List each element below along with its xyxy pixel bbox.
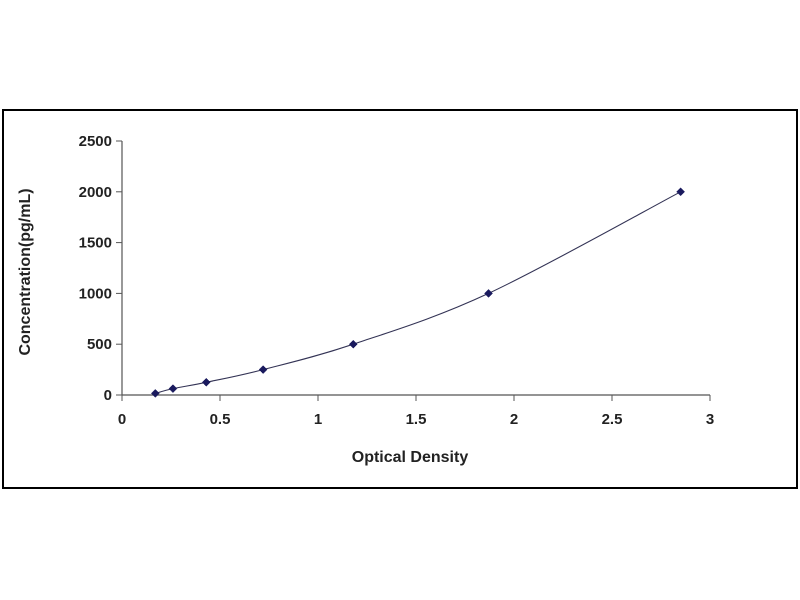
data-point xyxy=(348,339,358,349)
y-tick-label: 1500 xyxy=(79,235,112,252)
fit-curve xyxy=(155,191,681,394)
y-axis-title: Concentration(pg/mL) xyxy=(17,188,34,355)
y-tick-label: 1000 xyxy=(79,285,112,302)
y-tick-label: 2000 xyxy=(79,184,112,201)
data-point xyxy=(676,187,685,197)
y-tick-label: 500 xyxy=(87,336,112,353)
x-tick-label: 2 xyxy=(510,411,518,428)
data-point xyxy=(258,365,268,374)
data-point xyxy=(150,389,160,398)
y-tick-label: 0 xyxy=(104,387,112,404)
x-tick-label: 2.5 xyxy=(602,411,623,428)
axes: 0 500 1000 1500 2000 2500 0 0.5 1 1.5 2 2.5 3 xyxy=(79,133,715,428)
data-point xyxy=(484,289,493,298)
x-tick-label: 0 xyxy=(118,411,126,428)
fit-curve-group xyxy=(155,191,681,394)
x-tick-label: 3 xyxy=(706,411,714,428)
chart-svg: 0 500 1000 1500 2000 2500 0 0.5 1 1.5 2 2.5 3 Optica… xyxy=(17,133,715,466)
data-point xyxy=(168,384,178,394)
chart-frame: 0 500 1000 1500 2000 2500 0 0.5 1 1.5 2 2.5 3 Optica… xyxy=(2,109,798,489)
x-axis-title: Optical Density xyxy=(352,449,469,466)
x-tick-label: 1 xyxy=(314,411,322,428)
x-tick-label: 0.5 xyxy=(210,411,231,428)
y-tick-label: 2500 xyxy=(79,133,112,150)
data-points xyxy=(150,187,685,398)
x-tick-label: 1.5 xyxy=(406,411,427,428)
data-point xyxy=(201,377,211,387)
axis-labels: Optical Density Concentration(pg/mL) xyxy=(17,188,468,466)
